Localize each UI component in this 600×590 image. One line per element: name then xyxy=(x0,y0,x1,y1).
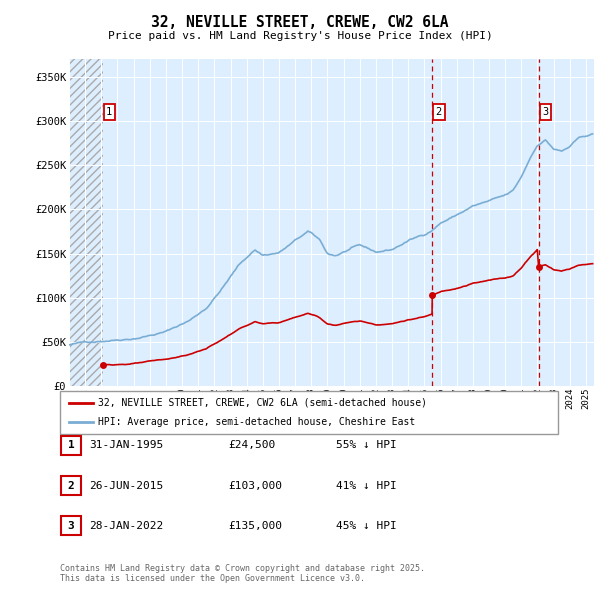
Text: 3: 3 xyxy=(542,107,548,117)
Text: £24,500: £24,500 xyxy=(228,441,275,450)
Text: Contains HM Land Registry data © Crown copyright and database right 2025.
This d: Contains HM Land Registry data © Crown c… xyxy=(60,563,425,583)
Bar xyxy=(69,59,103,386)
Text: 1: 1 xyxy=(68,441,74,450)
Text: 2: 2 xyxy=(68,481,74,490)
Text: Price paid vs. HM Land Registry's House Price Index (HPI): Price paid vs. HM Land Registry's House … xyxy=(107,31,493,41)
Text: 3: 3 xyxy=(68,521,74,530)
Text: HPI: Average price, semi-detached house, Cheshire East: HPI: Average price, semi-detached house,… xyxy=(98,417,415,427)
Text: 41% ↓ HPI: 41% ↓ HPI xyxy=(336,481,397,490)
Text: 32, NEVILLE STREET, CREWE, CW2 6LA (semi-detached house): 32, NEVILLE STREET, CREWE, CW2 6LA (semi… xyxy=(98,398,427,408)
Text: £135,000: £135,000 xyxy=(228,521,282,530)
Text: 1: 1 xyxy=(106,107,112,117)
Text: 55% ↓ HPI: 55% ↓ HPI xyxy=(336,441,397,450)
Text: 31-JAN-1995: 31-JAN-1995 xyxy=(89,441,163,450)
Text: 45% ↓ HPI: 45% ↓ HPI xyxy=(336,521,397,530)
Text: £103,000: £103,000 xyxy=(228,481,282,490)
Text: 28-JAN-2022: 28-JAN-2022 xyxy=(89,521,163,530)
Text: 26-JUN-2015: 26-JUN-2015 xyxy=(89,481,163,490)
Text: 32, NEVILLE STREET, CREWE, CW2 6LA: 32, NEVILLE STREET, CREWE, CW2 6LA xyxy=(151,15,449,30)
Text: 2: 2 xyxy=(436,107,442,117)
